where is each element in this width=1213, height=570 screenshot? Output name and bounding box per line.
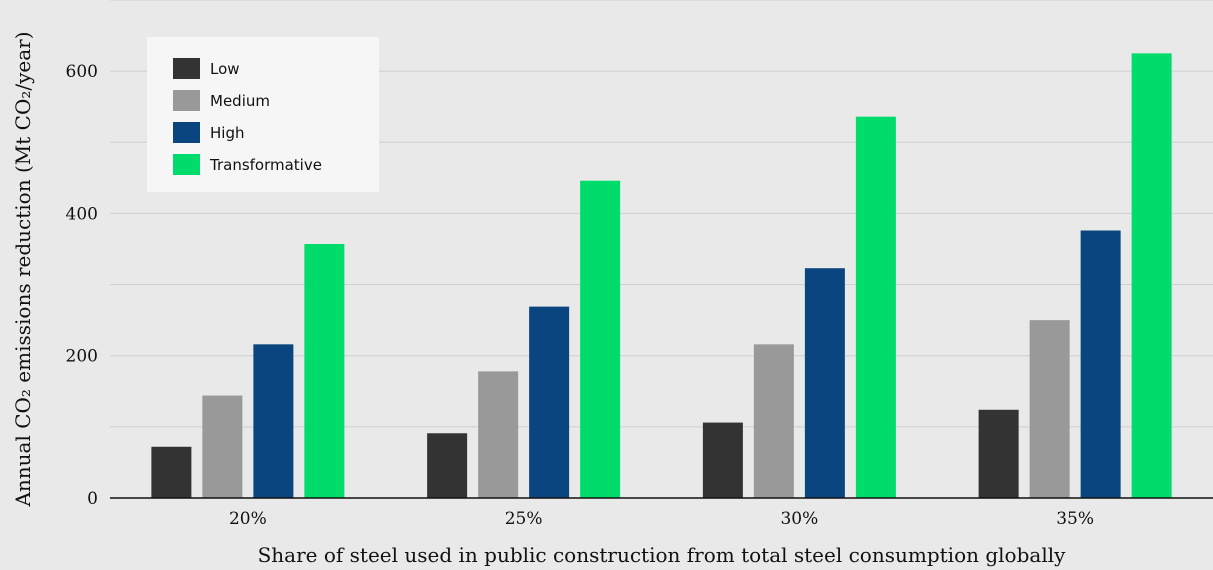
- bar-medium-30pct: [753, 344, 794, 498]
- legend-swatch-transformative: [173, 154, 200, 175]
- y-tick-label: 400: [66, 204, 98, 224]
- legend-swatch-low: [173, 58, 200, 79]
- bar-high-25pct: [529, 306, 570, 498]
- legend: Low Medium High Transformative: [147, 37, 379, 192]
- bar-transformative-35pct: [1131, 53, 1172, 498]
- bar-high-30pct: [804, 268, 845, 498]
- legend-label-transformative: Transformative: [209, 156, 322, 174]
- x-tick-label: 35%: [1056, 509, 1094, 529]
- legend-label-low: Low: [210, 60, 240, 78]
- bar-low-20pct: [151, 446, 192, 498]
- bar-high-20pct: [253, 344, 294, 498]
- bar-transformative-25pct: [580, 180, 621, 498]
- x-tick-label: 30%: [780, 509, 818, 529]
- bar-low-25pct: [427, 433, 468, 498]
- bar-low-35pct: [978, 409, 1019, 498]
- bar-medium-25pct: [478, 371, 519, 498]
- y-tick-label: 600: [66, 62, 98, 82]
- y-tick-label: 0: [87, 489, 98, 509]
- y-tick-label: 200: [66, 347, 98, 367]
- bar-transformative-20pct: [304, 244, 345, 498]
- bar-high-35pct: [1080, 230, 1121, 498]
- x-axis-title: Share of steel used in public constructi…: [258, 543, 1067, 567]
- x-axis-ticks: 20% 25% 30% 35%: [229, 509, 1094, 529]
- y-axis-ticks: 0 200 400 600: [66, 62, 98, 509]
- y-axis-title: Annual CO₂ emissions reduction (Mt CO₂/y…: [11, 31, 35, 507]
- x-tick-label: 20%: [229, 509, 267, 529]
- x-tick-label: 25%: [505, 509, 543, 529]
- bar-transformative-30pct: [855, 116, 896, 498]
- legend-swatch-medium: [173, 90, 200, 111]
- bars: [151, 53, 1172, 498]
- legend-swatch-high: [173, 122, 200, 143]
- legend-label-medium: Medium: [210, 92, 270, 110]
- legend-label-high: High: [210, 124, 244, 142]
- bar-medium-35pct: [1029, 320, 1070, 498]
- bar-medium-20pct: [202, 395, 243, 498]
- bar-low-30pct: [702, 422, 743, 498]
